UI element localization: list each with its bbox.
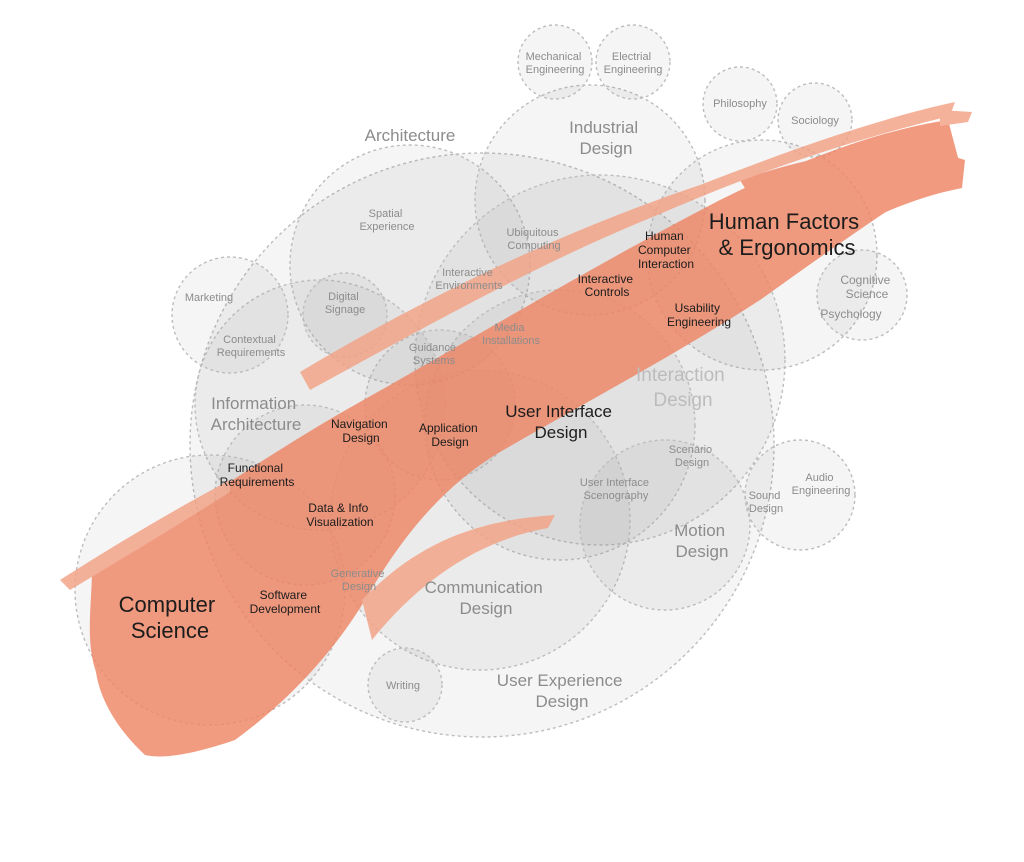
label-data-info-visualization: Data & Info Visualization	[306, 501, 373, 529]
label-interactive-controls: Interactive Controls	[578, 272, 637, 299]
brush-stroke-lower-tail	[362, 515, 555, 640]
label-user-experience-design: User Experience Design	[497, 671, 627, 711]
label-human-factors-ergonomics: Human Factors & Ergonomics	[709, 209, 866, 260]
label-cognitive-science: Cognitive Science	[840, 273, 893, 301]
label-usability-engineering: Usability Engineering	[667, 301, 731, 329]
brush-stroke-left-tail	[60, 480, 230, 590]
label-sociology: Sociology	[791, 115, 839, 127]
label-media-installations: Media Installations	[482, 322, 541, 347]
label-sound-design: Sound Design	[749, 490, 784, 515]
circle-writing	[367, 647, 443, 723]
label-psychology: Psychology	[820, 307, 881, 321]
label-digital-signage: Digital Signage	[325, 291, 365, 316]
label-motion-design: Motion Design	[674, 521, 730, 561]
labels-layer: Mechanical Engineering Electrial Enginee…	[119, 51, 893, 711]
label-software-development: Software Development	[250, 588, 321, 616]
brush-stroke-secondary	[740, 149, 965, 262]
label-contextual-requirements: Contextual Requirements	[217, 334, 286, 359]
label-electrical-engineering: Electrial Engineering	[604, 51, 663, 76]
label-audio-engineering: Audio Engineering	[792, 472, 851, 497]
circle-motion-design	[579, 439, 751, 611]
circle-cognitive-science	[816, 249, 908, 341]
label-user-interface-scenography: User Interface Scenography	[580, 477, 652, 502]
brush-stroke	[60, 102, 972, 757]
brush-stroke-right-splatter	[940, 110, 972, 126]
label-spatial-experience: Spatial Experience	[359, 208, 414, 233]
label-industrial-design: Industrial Design	[569, 118, 643, 158]
label-philosophy: Philosophy	[713, 98, 767, 110]
circle-audio-engineering	[744, 439, 856, 551]
label-computer-science: Computer Science	[119, 592, 222, 643]
label-scenario-design: Scenario Design	[669, 444, 715, 469]
label-application-design: Application Design	[419, 421, 481, 449]
brush-stroke-upper-streak	[300, 102, 955, 390]
circle-electrical-engineering	[595, 24, 671, 100]
label-generative-design: Generative Design	[331, 568, 388, 593]
label-navigation-design: Navigation Design	[331, 417, 391, 445]
label-marketing: Marketing	[185, 292, 233, 304]
label-ubiquitous-computing: Ubiquitous Computing	[506, 227, 561, 252]
circle-mechanical-engineering	[517, 24, 593, 100]
label-interactive-environments: Interactive Environments	[435, 267, 503, 292]
label-architecture: Architecture	[365, 126, 456, 145]
label-user-interface-design: User Interface Design	[505, 402, 617, 442]
circle-marketing	[171, 256, 289, 374]
circle-philosophy	[702, 66, 778, 142]
label-mechanical-engineering: Mechanical Engineering	[526, 51, 585, 76]
label-information-architecture: Information Architecture	[211, 394, 302, 434]
label-writing: Writing	[386, 680, 420, 692]
label-human-computer-interaction: Human Computer Interaction	[638, 229, 694, 271]
brush-stroke-main	[89, 120, 960, 757]
label-communication-design: Communication Design	[425, 578, 548, 618]
label-functional-requirements: Functional Requirements	[220, 461, 295, 489]
label-interaction-design: Interaction Design	[636, 365, 730, 411]
label-guidance-systems: Guidance Systems	[409, 342, 459, 367]
